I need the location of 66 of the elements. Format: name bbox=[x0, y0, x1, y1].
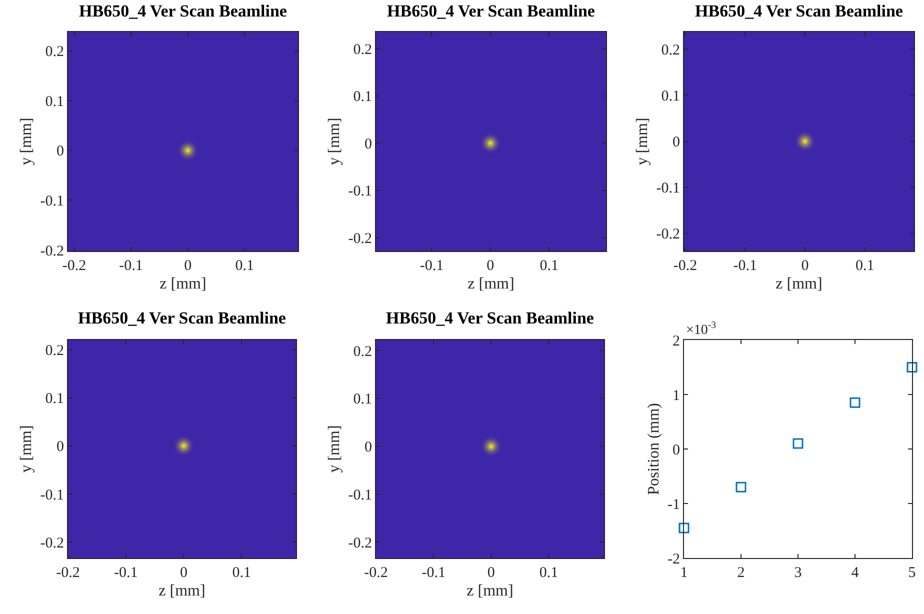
text: ×10$^{-3}$ bbox=[686, 320, 716, 338]
chart-title: HB650_4 Ver Scan Beamline bbox=[78, 308, 286, 328]
y-tick-label: -0.2 bbox=[348, 231, 372, 248]
x-axis-title: z [mm] bbox=[776, 276, 822, 293]
y-tick-label: -0.1 bbox=[656, 180, 680, 197]
y-tick-label: -0.1 bbox=[348, 488, 372, 504]
x-tick-label: 0 bbox=[801, 258, 809, 274]
x-tick-label: -0.1 bbox=[114, 565, 138, 581]
y-axis-title: y [mm] bbox=[326, 425, 344, 473]
y-tick-label: 0 bbox=[672, 134, 680, 151]
x-tick-label: -0.1 bbox=[119, 258, 143, 274]
x-tick-label: -0.1 bbox=[422, 565, 446, 581]
y-tick-label: -0.1 bbox=[40, 487, 64, 504]
y-tick-label: 1 bbox=[672, 388, 680, 404]
y-tick-label: 0 bbox=[364, 136, 372, 152]
y-tick-label: -1 bbox=[668, 496, 680, 513]
y-tick-label: 0.2 bbox=[45, 342, 64, 359]
y-axis-title: y [mm] bbox=[326, 118, 344, 166]
x-tick-label: 4 bbox=[851, 565, 860, 581]
y-tick-label: 0 bbox=[364, 440, 372, 456]
y-axis-title: Position (mm) bbox=[645, 402, 662, 496]
x-tick-label: 5 bbox=[908, 565, 916, 581]
y-tick-label: 0.2 bbox=[353, 42, 372, 58]
y-tick-label: 0.2 bbox=[353, 344, 372, 360]
x-tick-label: 0 bbox=[486, 258, 494, 274]
y-tick-label: 0.1 bbox=[45, 391, 64, 407]
y-axis-title: y [mm] bbox=[18, 118, 36, 166]
chart-title: HB650_4 Ver Scan Beamline bbox=[387, 2, 596, 21]
y-tick-label: -0.2 bbox=[40, 535, 64, 552]
y-tick-label: 0.2 bbox=[45, 44, 64, 60]
y-tick-label: 2 bbox=[672, 333, 680, 350]
x-axis-title: z [mm] bbox=[468, 276, 514, 293]
y-tick-label: -0.2 bbox=[40, 243, 64, 260]
x-tick-label: 2 bbox=[737, 565, 745, 581]
y-tick-label: 0.1 bbox=[45, 94, 64, 110]
x-tick-label: 0.1 bbox=[539, 565, 558, 581]
x-axis-title: z [mm] bbox=[158, 582, 206, 600]
y-tick-label: 0.1 bbox=[661, 88, 680, 104]
y-tick-label: 0 bbox=[56, 144, 64, 160]
chart-title: HB650_4 Ver Scan Beamline bbox=[79, 2, 288, 21]
x-tick-label: -0.1 bbox=[420, 258, 444, 274]
chart-title: HB650_4 Ver Scan Beamline bbox=[386, 308, 594, 328]
x-tick-label: 0.1 bbox=[856, 258, 874, 274]
y-tick-label: -0.2 bbox=[656, 226, 680, 243]
y-tick-label: 0.1 bbox=[353, 392, 372, 408]
y-axis-title: y [mm] bbox=[634, 118, 652, 166]
x-tick-label: -0.1 bbox=[733, 258, 757, 274]
y-tick-label: 0 bbox=[672, 442, 680, 458]
y-tick-label: -0.2 bbox=[348, 535, 372, 552]
x-tick-label: 0 bbox=[487, 565, 495, 581]
y-tick-label: -2 bbox=[668, 551, 680, 568]
y-tick-label: -0.1 bbox=[348, 184, 372, 200]
chart-title: HB650_4 Ver Scan Beamline bbox=[695, 2, 904, 21]
y-tick-label: 0.2 bbox=[661, 42, 680, 58]
y-tick-label: 0 bbox=[56, 439, 64, 456]
x-tick-label: 0 bbox=[184, 258, 192, 274]
x-tick-label: 0 bbox=[180, 565, 188, 581]
x-axis-title: z [mm] bbox=[466, 582, 514, 600]
x-tick-label: 0.1 bbox=[232, 565, 251, 581]
y-axis-title: y [mm] bbox=[18, 425, 36, 473]
y-tick-label: -0.1 bbox=[40, 193, 64, 210]
x-tick-label: 0.1 bbox=[235, 258, 254, 274]
x-tick-label: 3 bbox=[794, 565, 802, 581]
x-tick-label: 0.1 bbox=[540, 258, 558, 274]
x-axis-title: z [mm] bbox=[160, 276, 206, 293]
y-tick-label: 0.1 bbox=[353, 89, 372, 106]
